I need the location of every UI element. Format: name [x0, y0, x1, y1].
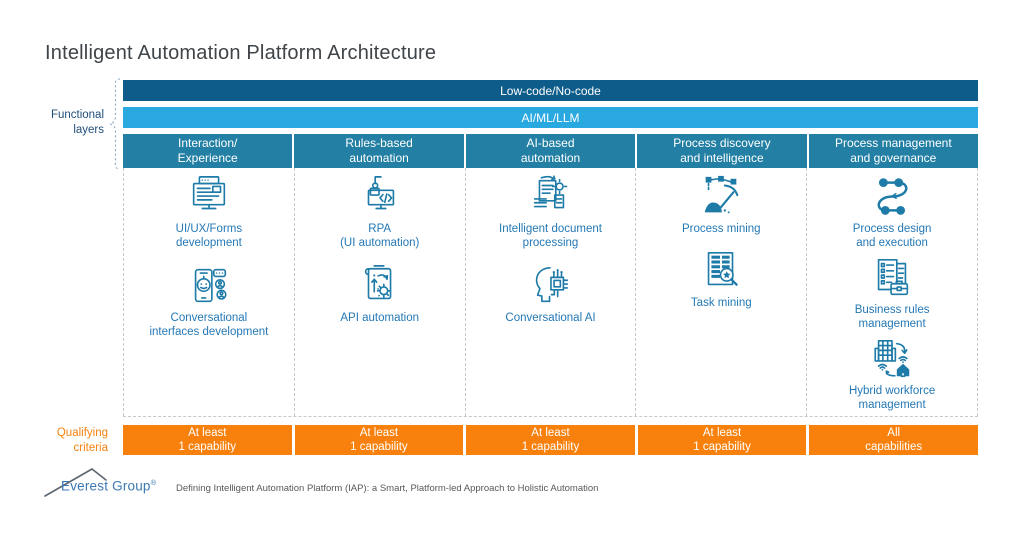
capability-api-automation: API automation — [340, 263, 419, 325]
column-process-management: Process design and execution Business ru… — [807, 168, 978, 416]
capability-label: Business rules management — [854, 303, 930, 331]
functional-layers-label: Functional layers — [50, 109, 104, 137]
capability-label: RPA (UI automation) — [340, 223, 420, 250]
mountain-peak-icon — [44, 468, 107, 497]
capability-intelligent-document-processing: Intelligent document processing — [499, 174, 602, 251]
header-rules-based-automation: Rules-based automation — [294, 134, 466, 168]
capability-conversational-interfaces: Conversational interfaces development — [149, 263, 268, 340]
column-ai-based-automation: Intelligent document processing Conversa… — [466, 168, 637, 416]
qualifying-criteria-row: At least 1 capability At least 1 capabil… — [123, 425, 978, 455]
process-design-icon — [877, 178, 908, 215]
header-process-management: Process management and governance — [808, 134, 979, 168]
api-automation-icon — [364, 265, 392, 300]
capability-ui-ux-forms: UI/UX/Forms development — [176, 174, 242, 251]
capability-conversational-ai: Conversational AI — [505, 263, 596, 325]
task-mining-icon — [708, 252, 739, 287]
conversational-interfaces-icon — [194, 268, 227, 303]
capability-label: Hybrid workforce management — [848, 384, 936, 412]
layer-ai-ml-llm: AI/ML/LLM — [123, 107, 978, 128]
qualifying-cell: At least 1 capability — [123, 425, 295, 455]
capability-label: API automation — [340, 311, 420, 324]
ui-ux-forms-icon — [192, 176, 226, 210]
capability-label: Conversational AI — [505, 311, 596, 324]
header-process-discovery: Process discovery and intelligence — [637, 134, 809, 168]
brand-name: Everest Group® — [61, 478, 157, 494]
qualifying-cell: At least 1 capability — [637, 425, 810, 455]
capability-process-mining: Process mining — [682, 174, 761, 236]
process-mining-icon — [704, 175, 739, 214]
everest-group-logo: Everest Group® — [44, 463, 168, 499]
footer: Everest Group® Defining Intelligent Auto… — [44, 461, 598, 499]
conversational-ai-icon — [536, 266, 569, 303]
header-ai-based-automation: AI-based automation — [465, 134, 638, 168]
column-headers-row: Interaction/ Experience Rules-based auto… — [123, 134, 979, 168]
capability-label: UI/UX/Forms development — [175, 223, 243, 250]
layer-low-code: Low-code/No-code — [123, 80, 978, 101]
capability-process-design: Process design and execution — [852, 174, 932, 251]
column-rules-based-automation: RPA (UI automation) API automation — [295, 168, 466, 416]
capability-task-mining: Task mining — [691, 248, 752, 310]
rpa-icon — [367, 176, 394, 210]
capability-label: Conversational interfaces development — [149, 311, 269, 339]
capability-rpa: RPA (UI automation) — [340, 174, 419, 251]
capability-business-rules: Business rules management — [854, 255, 930, 332]
footer-note: Defining Intelligent Automation Platform… — [176, 483, 599, 494]
business-rules-icon — [877, 258, 909, 296]
capability-hybrid-workforce: Hybrid workforce management — [849, 336, 935, 413]
header-interaction-experience: Interaction/ Experience — [123, 134, 295, 168]
capability-label: Process mining — [681, 223, 761, 235]
capabilities-grid: UI/UX/Forms development — [123, 168, 978, 417]
qualifying-criteria-label: Qualifying criteria — [56, 427, 108, 455]
brace-icon — [109, 78, 121, 170]
column-process-discovery: Process mining Task mining — [636, 168, 808, 416]
qualifying-cell: At least 1 capability — [294, 425, 467, 455]
capability-label: Intelligent document processing — [499, 223, 602, 250]
qualifying-cell: All capabilities — [809, 425, 978, 455]
qualifying-cell: At least 1 capability — [466, 425, 638, 455]
capability-label: Process design and execution — [852, 223, 932, 250]
capability-label: Task mining — [690, 297, 752, 310]
hybrid-workforce-icon — [874, 339, 910, 378]
intelligent-document-processing-icon — [534, 175, 568, 209]
page-title: Intelligent Automation Platform Architec… — [45, 42, 437, 64]
column-interaction-experience: UI/UX/Forms development — [123, 168, 295, 416]
registered-mark: ® — [150, 478, 157, 487]
